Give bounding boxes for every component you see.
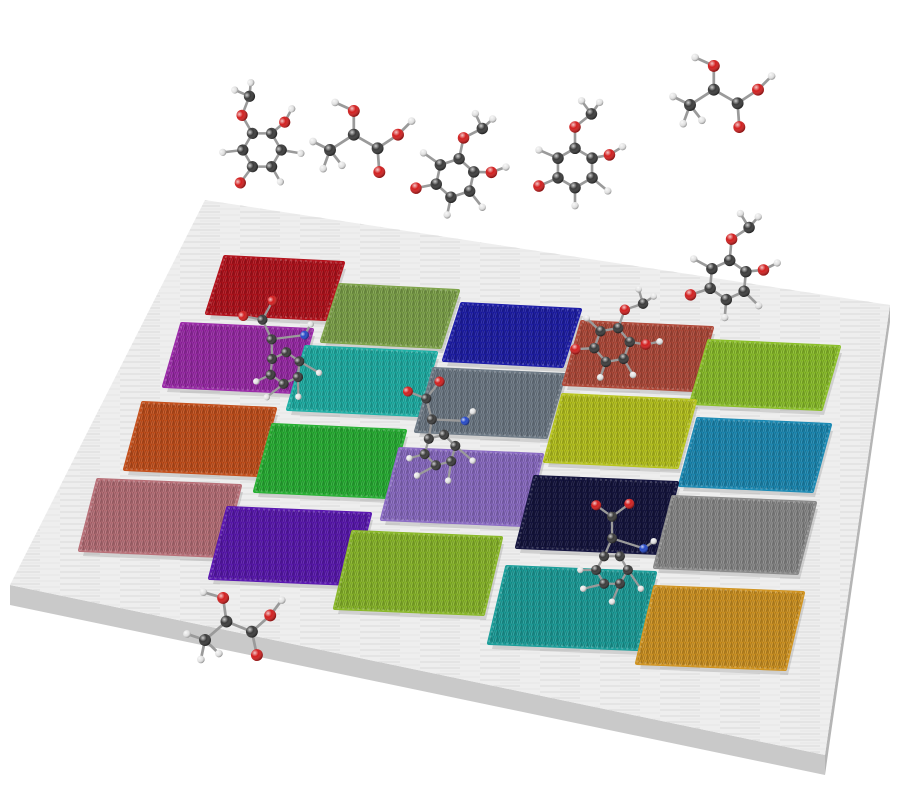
lactic-acid-molecule <box>183 588 286 664</box>
brush-patch <box>320 283 461 353</box>
brush-patch <box>253 423 408 503</box>
guaiacol-derivative-molecule <box>684 209 781 322</box>
lactic-acid-molecule <box>309 98 416 179</box>
brush-patch <box>515 475 680 559</box>
brush-patch <box>286 345 439 421</box>
brush-patch <box>78 478 243 562</box>
guaiacol-derivative-molecule <box>410 109 510 219</box>
brush-patch <box>414 367 567 443</box>
amine-derivative-molecule <box>402 376 477 484</box>
brush-patch <box>635 585 806 675</box>
amine-derivative-molecule <box>238 295 323 401</box>
molecules <box>183 53 781 664</box>
slab-right-edge <box>825 305 890 775</box>
brush-patch <box>543 393 698 473</box>
brush-patch <box>678 417 833 497</box>
lactic-acid-molecule <box>669 53 776 134</box>
brush-patch <box>380 447 545 531</box>
guaiacol-derivative-molecule <box>219 78 305 189</box>
amine-derivative-molecule <box>577 498 657 605</box>
brush-patches <box>78 255 842 675</box>
guaiacol-derivative-molecule <box>570 285 663 381</box>
brush-patch <box>205 255 346 325</box>
brush-patch <box>442 302 583 372</box>
brush-patch <box>487 565 658 655</box>
brush-patch <box>208 506 373 590</box>
brush-patch <box>689 339 842 415</box>
guaiacol-derivative-molecule <box>533 97 627 210</box>
brush-patch <box>123 401 278 481</box>
brush-patch <box>653 495 818 579</box>
brush-patch <box>562 320 715 396</box>
brush-patch <box>333 530 504 620</box>
